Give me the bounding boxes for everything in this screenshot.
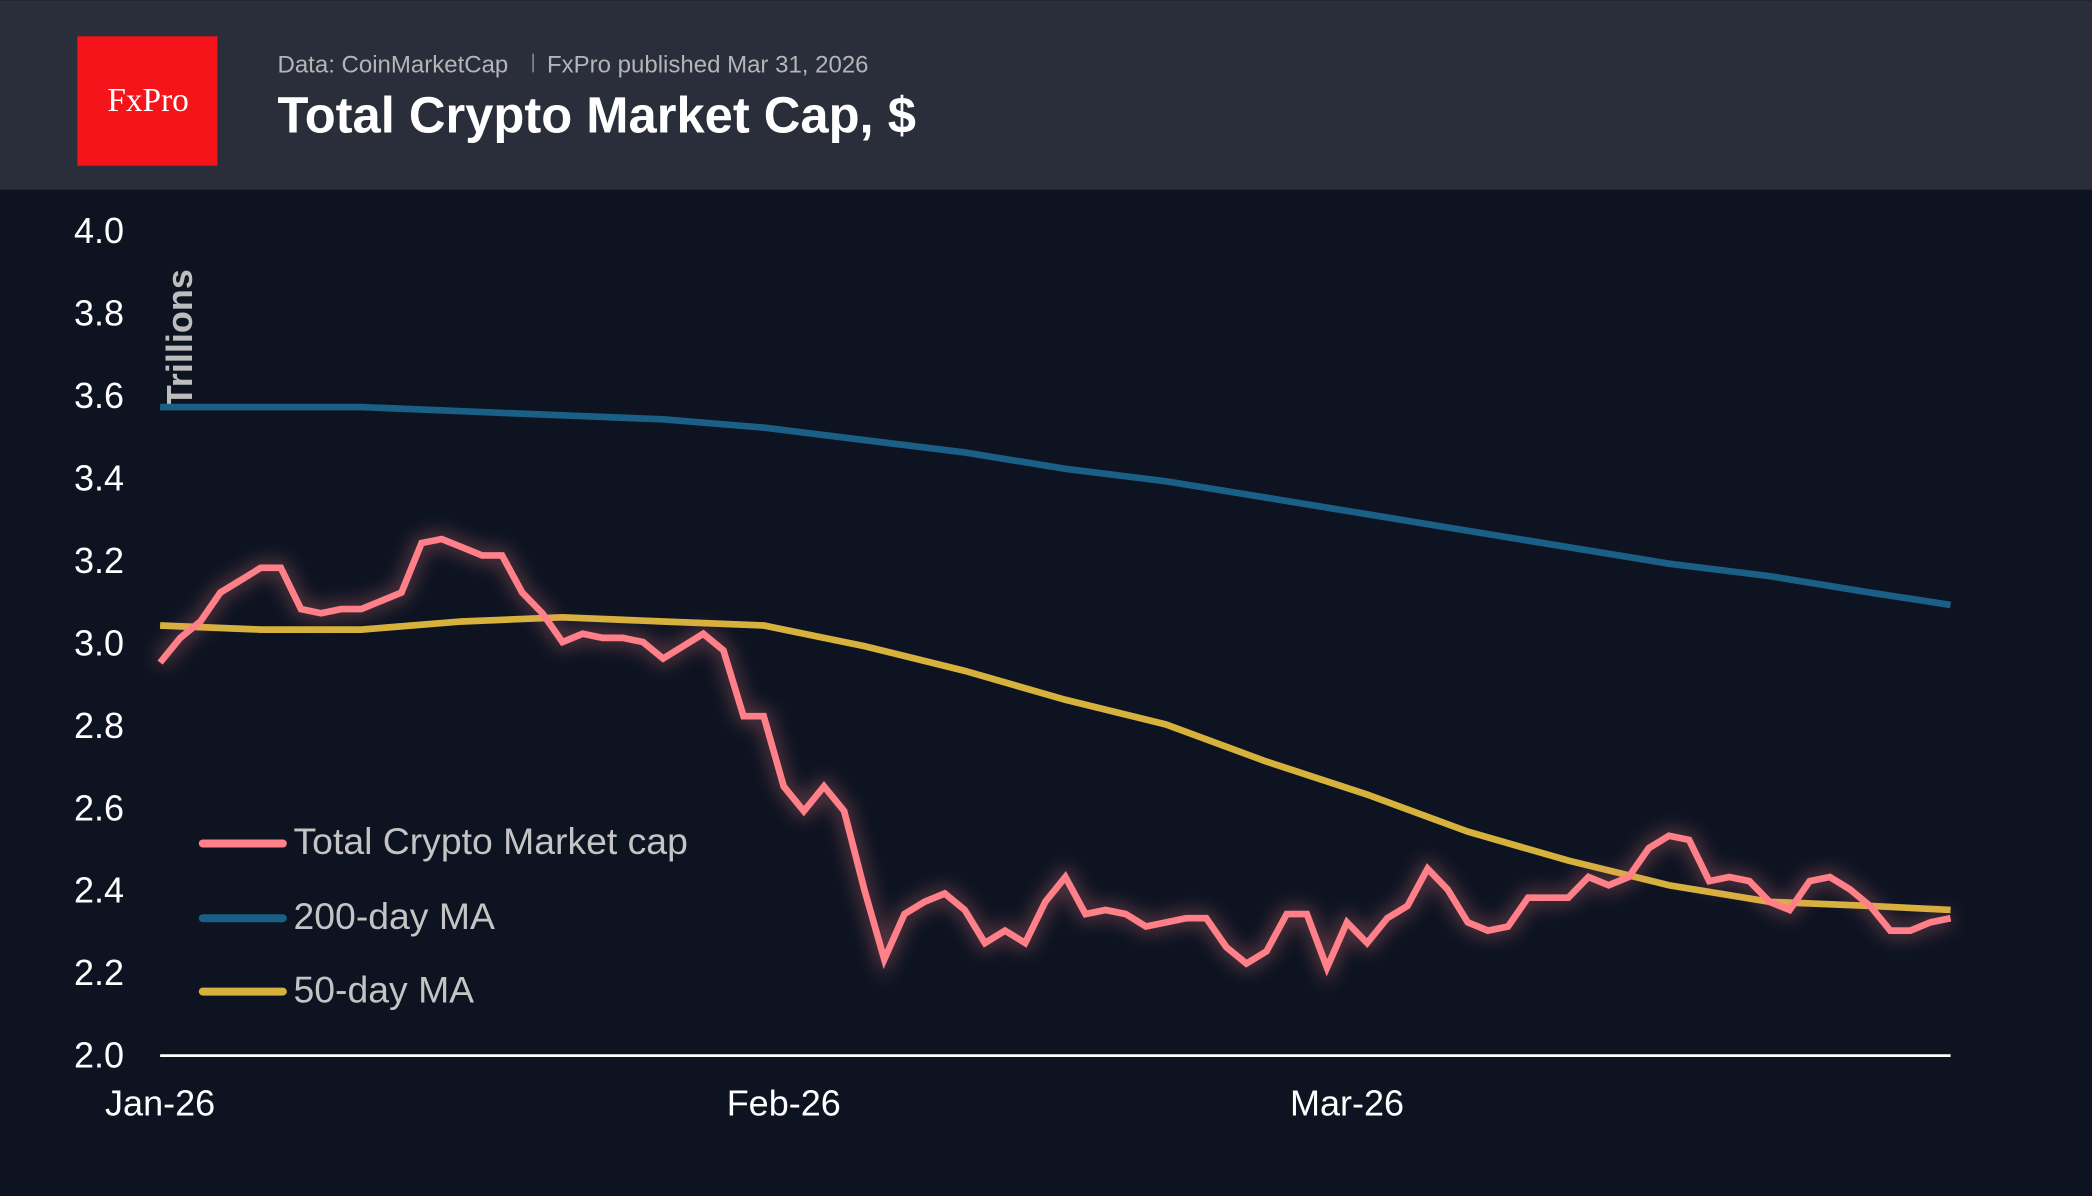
header-background (0, 0, 2092, 190)
y-tick-label: 3.8 (74, 293, 124, 334)
source-text: Data: CoinMarketCap (278, 51, 509, 78)
y-tick-label: 3.6 (74, 375, 124, 416)
legend: Total Crypto Market cap 200-day MA 50-da… (198, 820, 688, 1010)
separator (532, 53, 534, 73)
y-tick-label: 2.4 (74, 870, 124, 911)
y-tick-label: 3.4 (74, 457, 124, 498)
x-tick-label: Feb-26 (727, 1083, 841, 1124)
x-tick-label: Mar-26 (1290, 1083, 1404, 1124)
x-tick-label: Jan-26 (105, 1083, 215, 1124)
legend-label-total: Total Crypto Market cap (294, 820, 688, 862)
y-tick-label: 2.0 (74, 1035, 124, 1076)
y-tick-label: 3.0 (74, 622, 124, 663)
page-title: Total Crypto Market Cap, $ (278, 86, 916, 143)
legend-label-ma50: 50-day MA (294, 968, 475, 1010)
y-tick-label: 2.8 (74, 705, 124, 746)
y-tick-label: 3.2 (74, 540, 124, 581)
series-line-ma50 (159, 614, 1951, 914)
y-tick-label: 2.2 (74, 952, 124, 993)
header: FxPro Data: CoinMarketCap FxPro publishe… (0, 0, 2092, 190)
y-axis-label: Trillions (159, 269, 200, 407)
series-line-total (157, 535, 1952, 977)
fxpro-logo (77, 36, 218, 166)
series-line-ma200 (160, 403, 1952, 609)
logo-text: FxPro (107, 82, 189, 119)
x-axis-ticks: Jan-26 Feb-26 Mar-26 (105, 1083, 1404, 1124)
y-tick-label: 2.6 (74, 787, 124, 828)
legend-label-ma200: 200-day MA (294, 895, 495, 937)
y-axis-ticks: 2.0 2.2 2.4 2.6 2.8 3.0 3.2 3.4 3.6 3.8 4.0 (74, 210, 124, 1076)
published-text: FxPro published Mar 31, 2026 (547, 51, 869, 78)
y-tick-label: 4.0 (74, 210, 124, 251)
series-lines (154, 403, 1952, 986)
